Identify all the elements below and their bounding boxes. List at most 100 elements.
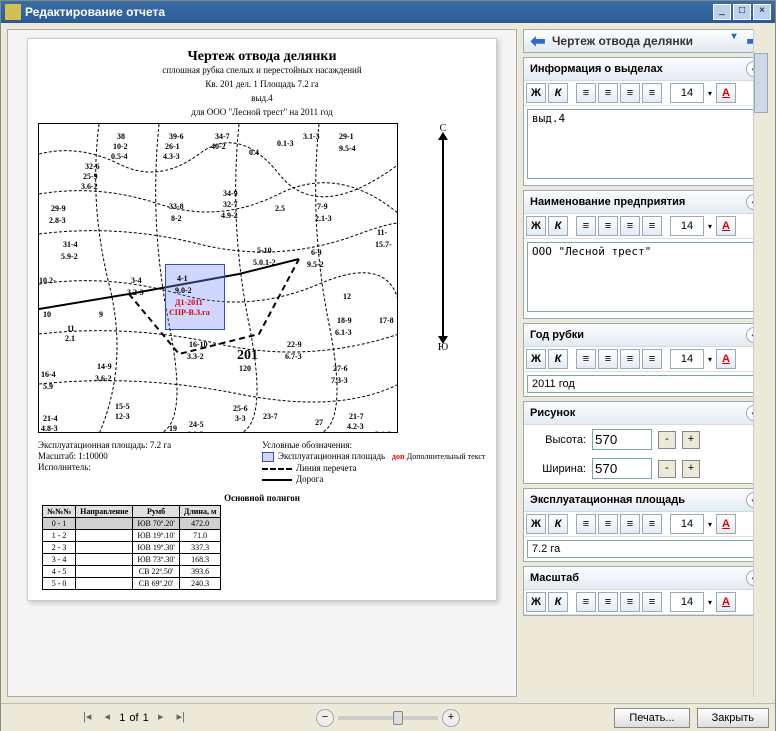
map-label: 39-6 <box>169 132 184 141</box>
italic-button[interactable]: К <box>548 514 568 534</box>
nav-prev-button[interactable]: ⬅ <box>528 31 548 51</box>
vydel-input[interactable] <box>527 109 765 179</box>
align-center-button[interactable]: ≡ <box>598 592 618 612</box>
pager-page: 1 <box>119 712 125 724</box>
align-center-button[interactable]: ≡ <box>598 216 618 236</box>
section-year-head[interactable]: Год рубки⌄ <box>524 324 768 347</box>
size-dropdown-icon[interactable]: ▾ <box>706 89 714 98</box>
align-left-button[interactable]: ≡ <box>576 216 596 236</box>
close-button[interactable]: Закрыть <box>697 708 769 728</box>
italic-button[interactable]: К <box>548 592 568 612</box>
align-center-button[interactable]: ≡ <box>598 349 618 369</box>
align-left-button[interactable]: ≡ <box>576 83 596 103</box>
section-vydel: Информация о выделах⌄ Ж К ≡ ≡ ≡ ≡ ▾ A <box>523 57 769 186</box>
toolbar-3: Ж К ≡ ≡ ≡ ≡ ▾ A <box>524 347 768 372</box>
font-color-button[interactable]: A <box>716 349 736 369</box>
pager-next-button[interactable]: ▸ <box>153 710 169 726</box>
align-right-button[interactable]: ≡ <box>620 216 640 236</box>
map-label: 16-4 <box>41 370 56 379</box>
align-center-button[interactable]: ≡ <box>598 514 618 534</box>
font-size-select[interactable] <box>670 216 704 236</box>
font-color-button[interactable]: A <box>716 592 736 612</box>
font-size-select[interactable] <box>670 349 704 369</box>
align-left-button[interactable]: ≡ <box>576 349 596 369</box>
align-right-button[interactable]: ≡ <box>620 83 640 103</box>
align-right-button[interactable]: ≡ <box>620 514 640 534</box>
align-center-button[interactable]: ≡ <box>598 83 618 103</box>
height-label: Высота: <box>528 434 586 446</box>
field-wrap-3 <box>524 372 768 396</box>
align-justify-button[interactable]: ≡ <box>642 592 662 612</box>
align-right-button[interactable]: ≡ <box>620 592 640 612</box>
map-label: 0.1-3 <box>277 139 294 148</box>
poly-col-header: Румб <box>133 505 179 517</box>
section-vydel-head[interactable]: Информация о выделах⌄ <box>524 58 768 81</box>
page: Чертеж отвода делянки сплошная рубка спе… <box>27 38 497 601</box>
pager-prev-button[interactable]: ◂ <box>99 710 115 726</box>
height-plus-button[interactable]: + <box>682 431 700 449</box>
section-company-head[interactable]: Наименование предприятия⌄ <box>524 191 768 214</box>
font-color-button[interactable]: A <box>716 514 736 534</box>
bold-button[interactable]: Ж <box>526 514 546 534</box>
bold-button[interactable]: Ж <box>526 83 546 103</box>
italic-button[interactable]: К <box>548 349 568 369</box>
zoom-slider[interactable] <box>338 716 438 720</box>
section-scale-head[interactable]: Масштаб⌄ <box>524 567 768 590</box>
map-label: 29-1 <box>339 132 354 141</box>
company-input[interactable] <box>527 242 765 312</box>
font-color-button[interactable]: A <box>716 83 736 103</box>
align-right-button[interactable]: ≡ <box>620 349 640 369</box>
year-input[interactable] <box>527 375 765 393</box>
pager-first-button[interactable]: |◂ <box>79 710 95 726</box>
map-label: 34-9 <box>223 189 238 198</box>
scrollbar-thumb[interactable] <box>754 53 768 113</box>
map-label: 5.0.1-2 <box>253 258 276 267</box>
map-label: 24-5 <box>189 420 204 429</box>
width-minus-button[interactable]: - <box>658 460 676 478</box>
size-dropdown-icon[interactable]: ▾ <box>706 222 714 231</box>
arrow-up-icon <box>438 132 448 140</box>
map-label: 15-5 <box>115 402 130 411</box>
zoom-in-button[interactable]: + <box>442 709 460 727</box>
size-dropdown-icon[interactable]: ▾ <box>706 520 714 529</box>
font-size-select[interactable] <box>670 514 704 534</box>
size-dropdown-icon[interactable]: ▾ <box>706 355 714 364</box>
align-justify-button[interactable]: ≡ <box>642 514 662 534</box>
height-minus-button[interactable]: - <box>658 431 676 449</box>
italic-button[interactable]: К <box>548 216 568 236</box>
size-dropdown-icon[interactable]: ▾ <box>706 598 714 607</box>
align-justify-button[interactable]: ≡ <box>642 349 662 369</box>
height-row: Высота: - + <box>524 425 768 454</box>
align-left-button[interactable]: ≡ <box>576 592 596 612</box>
width-input[interactable] <box>592 458 652 479</box>
zoom-thumb[interactable] <box>393 711 403 725</box>
nav-dropdown-button[interactable]: ▾ <box>724 31 744 51</box>
pager-last-button[interactable]: ▸| <box>173 710 189 726</box>
scrollbar-track[interactable] <box>753 29 769 697</box>
map-label: 2.8-3 <box>49 216 66 225</box>
bold-button[interactable]: Ж <box>526 349 546 369</box>
field-wrap-1 <box>524 106 768 185</box>
maximize-button[interactable]: □ <box>733 4 751 20</box>
legend-extra: Дополнительный текст <box>407 452 486 461</box>
section-picture-head[interactable]: Рисунок⌄ <box>524 402 768 425</box>
bold-button[interactable]: Ж <box>526 592 546 612</box>
font-color-button[interactable]: A <box>716 216 736 236</box>
area-input[interactable] <box>527 540 765 558</box>
close-window-button[interactable]: × <box>753 4 771 20</box>
align-justify-button[interactable]: ≡ <box>642 216 662 236</box>
font-size-select[interactable] <box>670 592 704 612</box>
minimize-button[interactable]: _ <box>713 4 731 20</box>
zoom-out-button[interactable]: − <box>316 709 334 727</box>
width-plus-button[interactable]: + <box>682 460 700 478</box>
font-size-select[interactable] <box>670 83 704 103</box>
align-left-button[interactable]: ≡ <box>576 514 596 534</box>
section-area-head[interactable]: Эксплуатационная площадь⌄ <box>524 489 768 512</box>
height-input[interactable] <box>592 429 652 450</box>
print-button[interactable]: Печать... <box>614 708 689 728</box>
align-justify-button[interactable]: ≡ <box>642 83 662 103</box>
preview-viewport: Чертеж отвода делянки сплошная рубка спе… <box>8 30 516 696</box>
bold-button[interactable]: Ж <box>526 216 546 236</box>
table-row: 2 - 3ЮВ 19º.30'337.3 <box>43 541 221 553</box>
italic-button[interactable]: К <box>548 83 568 103</box>
